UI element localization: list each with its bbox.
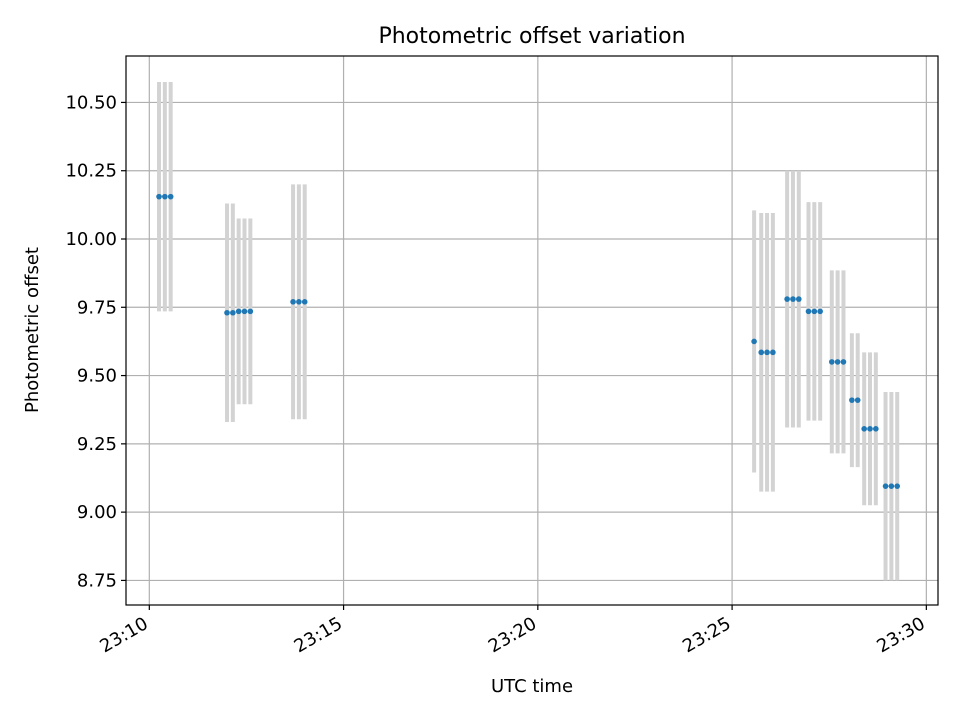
data-point	[290, 299, 296, 305]
data-point	[247, 308, 254, 315]
point-layer	[156, 193, 901, 489]
data-point	[840, 359, 847, 365]
x-axis-label: UTC time	[491, 676, 573, 697]
data-point	[156, 193, 162, 200]
y-axis-ticks: 8.75 9.00 9.25 9.50 9.75 10.00 10.25 10.50	[65, 92, 126, 591]
data-point	[867, 426, 873, 432]
data-point	[758, 349, 765, 356]
data-point	[861, 426, 867, 432]
data-point	[296, 299, 302, 305]
y-tick-label: 9.50	[77, 366, 117, 387]
data-point	[241, 308, 248, 315]
data-point	[829, 359, 835, 365]
y-axis-label: Photometric offset	[22, 247, 43, 413]
y-tick-label: 9.75	[77, 297, 117, 318]
data-point	[230, 309, 236, 316]
data-point	[784, 296, 790, 302]
data-point	[224, 309, 230, 316]
chart-title: Photometric offset variation	[378, 24, 685, 49]
data-point	[235, 308, 242, 315]
data-point	[764, 349, 770, 356]
data-point	[811, 308, 818, 315]
grid-layer	[126, 56, 938, 605]
data-point	[817, 308, 823, 315]
data-point	[770, 349, 776, 356]
data-point	[894, 483, 901, 489]
data-point	[790, 296, 796, 302]
y-tick-label: 10.25	[65, 161, 117, 182]
y-tick-label: 9.25	[77, 434, 117, 455]
data-point	[751, 338, 757, 345]
y-tick-label: 8.75	[77, 570, 117, 591]
data-point	[873, 426, 879, 432]
data-point	[795, 296, 802, 302]
data-point	[301, 299, 308, 305]
y-tick-label: 10.50	[65, 92, 117, 113]
y-tick-label: 9.00	[77, 502, 117, 523]
y-tick-label: 10.00	[65, 229, 117, 250]
data-point	[162, 193, 168, 200]
data-point	[805, 308, 812, 315]
data-point	[167, 193, 174, 200]
data-point	[888, 483, 895, 489]
plot-frame	[125, 55, 939, 606]
data-point	[882, 483, 889, 489]
data-point	[854, 397, 861, 403]
data-point	[834, 359, 841, 365]
data-point	[849, 397, 855, 403]
